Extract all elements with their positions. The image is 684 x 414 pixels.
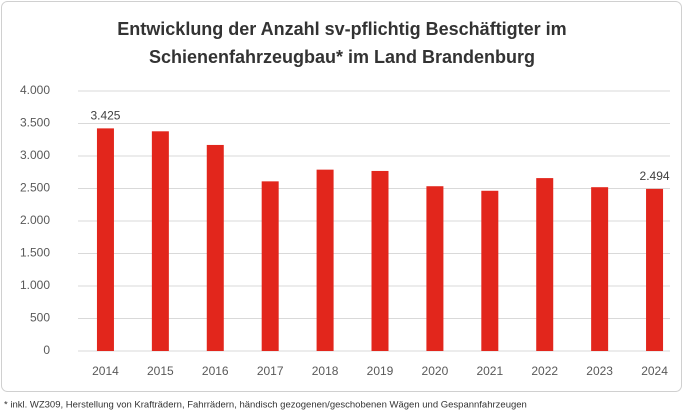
bar (426, 186, 444, 351)
chart-title: Schienenfahrzeugbau* im Land Brandenburg (149, 47, 535, 67)
y-tick-label: 0 (43, 343, 50, 357)
y-tick-label: 1.000 (20, 278, 50, 292)
value-label: 3.425 (90, 109, 120, 123)
x-tick-label: 2023 (586, 364, 613, 378)
value-label: 2.494 (640, 169, 670, 183)
x-tick-label: 2020 (422, 364, 449, 378)
chart-title: Entwicklung der Anzahl sv-pflichtig Besc… (117, 19, 566, 39)
x-tick-label: 2019 (367, 364, 394, 378)
x-tick-label: 2024 (641, 364, 668, 378)
y-tick-label: 1.500 (20, 246, 50, 260)
bar (591, 187, 609, 351)
bar (96, 128, 114, 351)
y-tick-label: 3.500 (20, 116, 50, 130)
bar (206, 144, 224, 351)
bar (261, 181, 279, 351)
x-tick-label: 2018 (312, 364, 339, 378)
footnote: * inkl. WZ309, Herstellung von Krafträde… (4, 400, 527, 411)
x-tick-label: 2022 (531, 364, 558, 378)
bar (481, 190, 499, 351)
chart-frame (1, 1, 682, 392)
y-tick-label: 3.000 (20, 148, 50, 162)
x-tick-label: 2021 (476, 364, 503, 378)
x-tick-label: 2014 (92, 364, 119, 378)
bar (151, 131, 169, 351)
bar (316, 169, 334, 351)
x-tick-label: 2015 (147, 364, 174, 378)
x-tick-label: 2017 (257, 364, 284, 378)
bar (646, 188, 664, 351)
y-tick-label: 4.000 (20, 83, 50, 97)
y-tick-label: 500 (30, 311, 50, 325)
y-tick-label: 2.000 (20, 213, 50, 227)
bar (536, 178, 554, 351)
bar (371, 170, 389, 351)
x-tick-label: 2016 (202, 364, 229, 378)
y-tick-label: 2.500 (20, 181, 50, 195)
